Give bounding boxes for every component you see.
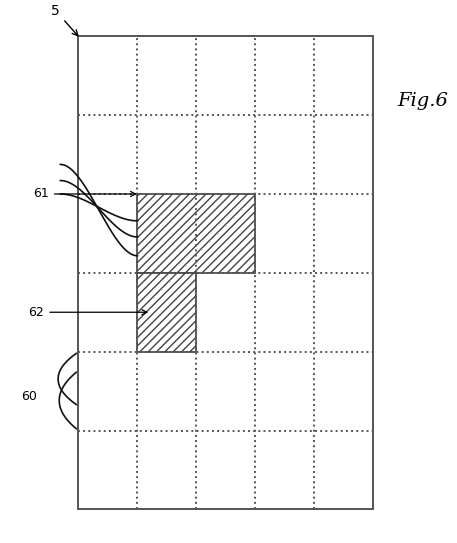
Bar <box>138 194 255 273</box>
Bar <box>138 273 197 352</box>
Text: 61: 61 <box>33 187 136 200</box>
Text: 5: 5 <box>51 4 78 36</box>
Text: 62: 62 <box>29 306 147 319</box>
Text: 60: 60 <box>21 390 37 403</box>
Bar <box>79 36 373 509</box>
Text: Fig.6: Fig.6 <box>398 92 449 110</box>
